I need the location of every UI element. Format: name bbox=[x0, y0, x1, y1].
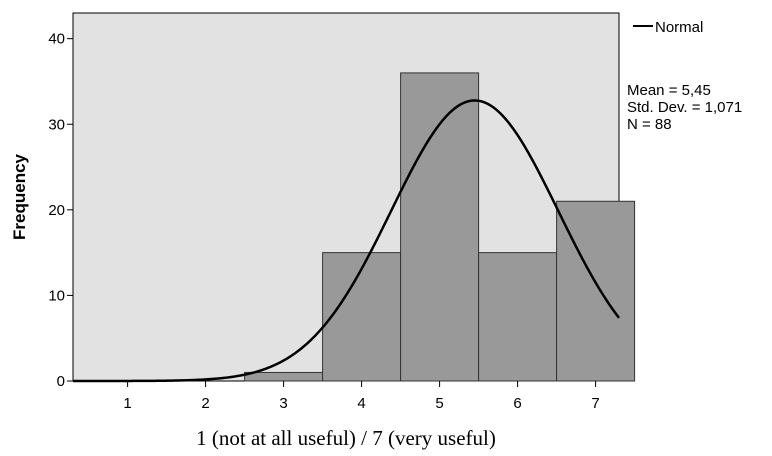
y-tick-label-20: 20 bbox=[48, 202, 65, 219]
x-tick-label-6: 6 bbox=[513, 395, 521, 412]
stats-n: N = 88 bbox=[627, 116, 672, 133]
x-tick-label-1: 1 bbox=[123, 395, 131, 412]
legend-normal-label: Normal bbox=[655, 19, 703, 36]
x-tick-label-5: 5 bbox=[435, 395, 443, 412]
histogram-bar-3 bbox=[244, 371, 324, 382]
x-tick-label-2: 2 bbox=[201, 395, 209, 412]
bars-layer bbox=[244, 72, 636, 382]
histogram-bar-6 bbox=[478, 252, 558, 382]
histogram-bar-4 bbox=[322, 252, 402, 382]
histogram-bar-7 bbox=[556, 200, 636, 382]
stats-mean: Mean = 5,45 bbox=[627, 82, 711, 99]
x-tick-label-3: 3 bbox=[279, 395, 287, 412]
y-tick-label-10: 10 bbox=[48, 287, 65, 304]
x-tick-label-7: 7 bbox=[591, 395, 599, 412]
y-axis-label: Frequency bbox=[10, 153, 29, 240]
stats-sd: Std. Dev. = 1,071 bbox=[627, 99, 742, 116]
normal-curve bbox=[73, 99, 620, 383]
y-tick-label-40: 40 bbox=[48, 31, 65, 48]
histogram-bar-5 bbox=[400, 72, 480, 382]
axes-layer: 0 10 20 30 40 1 2 3 4 5 6 7 bbox=[48, 31, 599, 412]
y-tick-label-0: 0 bbox=[57, 373, 65, 390]
x-axis-label: 1 (not at all useful) / 7 (very useful) bbox=[196, 426, 496, 450]
x-tick-label-4: 4 bbox=[357, 395, 365, 412]
y-tick-label-30: 30 bbox=[48, 116, 65, 133]
